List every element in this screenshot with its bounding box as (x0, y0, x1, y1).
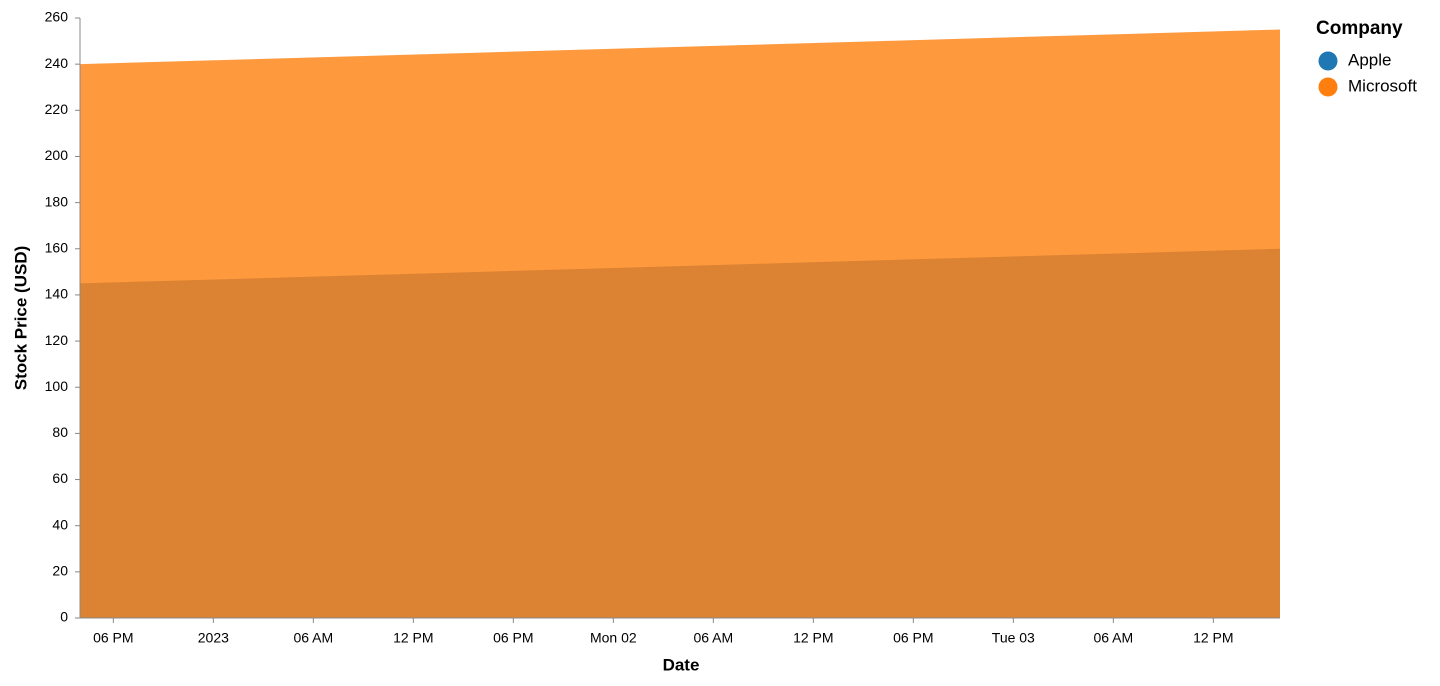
x-tick-label: 12 PM (393, 630, 433, 646)
y-tick-label: 180 (45, 193, 69, 209)
x-tick-label: 06 PM (893, 630, 933, 646)
y-tick-label: 20 (52, 563, 68, 579)
y-tick-label: 160 (45, 239, 69, 255)
y-axis-title: Stock Price (USD) (11, 246, 30, 391)
y-tick-label: 40 (52, 516, 68, 532)
x-tick-label: 06 AM (1093, 630, 1133, 646)
x-tick-label: 12 PM (1193, 630, 1233, 646)
legend-symbol (1318, 77, 1338, 97)
x-axis-title: Date (663, 655, 700, 674)
y-tick-label: 200 (45, 147, 69, 163)
x-tick-label: 06 AM (693, 630, 733, 646)
y-tick-label: 100 (45, 378, 69, 394)
legend-label: Apple (1348, 50, 1391, 69)
x-tick-label: 06 AM (293, 630, 333, 646)
y-tick-label: 240 (45, 55, 69, 71)
x-tick-label: 12 PM (793, 630, 833, 646)
y-tick-label: 120 (45, 332, 69, 348)
y-tick-label: 80 (52, 424, 68, 440)
x-tick-label: 06 PM (493, 630, 533, 646)
plot-area (80, 29, 1280, 619)
x-tick-label: 06 PM (93, 630, 133, 646)
legend-title: Company (1316, 18, 1403, 39)
area (80, 29, 1280, 619)
y-tick-label: 0 (60, 609, 68, 625)
x-tick-label: 2023 (198, 630, 229, 646)
y-tick-label: 140 (45, 286, 69, 302)
y-tick-label: 220 (45, 101, 69, 117)
legend-label: Microsoft (1348, 76, 1417, 95)
x-tick-label: Tue 03 (992, 630, 1035, 646)
y-tick-label: 60 (52, 470, 68, 486)
legend-symbol (1318, 51, 1338, 71)
y-tick-label: 260 (45, 9, 69, 25)
x-tick-label: Mon 02 (590, 630, 637, 646)
